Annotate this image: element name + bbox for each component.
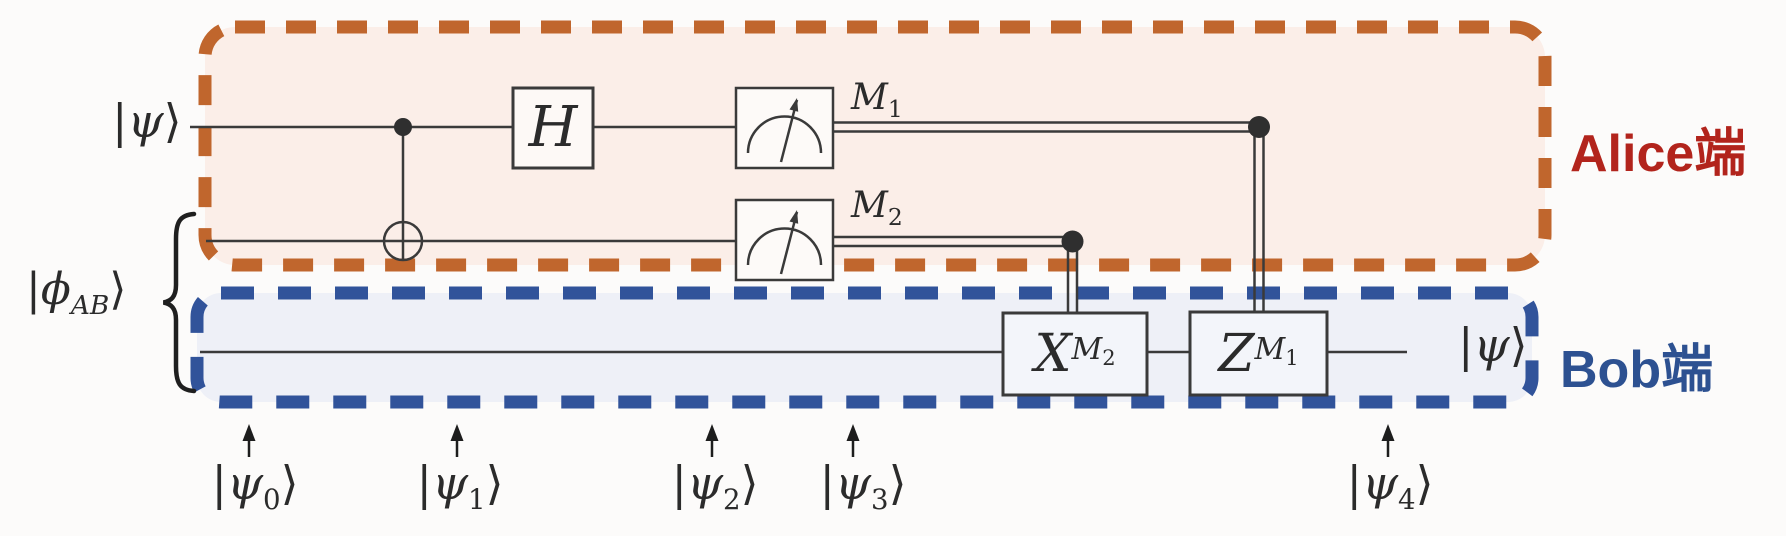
z-gate-base: Z bbox=[1218, 323, 1255, 384]
quantum-wires bbox=[190, 125, 1407, 354]
m2-meter-needle-tip bbox=[789, 210, 799, 224]
m1-meter-needle-tip bbox=[789, 98, 799, 112]
arrow-psi3-head bbox=[846, 424, 860, 441]
m1-result-label: M1 bbox=[851, 77, 903, 121]
arrow-psi4-head bbox=[1381, 424, 1395, 441]
z-gate-exponent-sub: 1 bbox=[1285, 345, 1299, 370]
bob-region-box bbox=[190, 286, 1539, 409]
m2-meter-arc bbox=[746, 227, 823, 266]
output-state-label: |ψ⟩ bbox=[1458, 322, 1528, 368]
arrow-psi1-head bbox=[450, 424, 464, 441]
z-gate-exponent: M bbox=[1254, 331, 1286, 367]
hadamard-gate-box bbox=[511, 86, 595, 170]
m2-result-label: M2 bbox=[851, 185, 903, 229]
m1-subscript: 1 bbox=[887, 95, 903, 124]
alice-region-box bbox=[198, 20, 1552, 272]
x-gate-exponent-sub: 2 bbox=[1102, 346, 1116, 370]
measurement-m1 bbox=[734, 86, 835, 170]
m2-meter-box bbox=[734, 198, 835, 282]
entangled-state-symbol: ϕ bbox=[40, 264, 71, 315]
m2-symbol: M bbox=[851, 185, 888, 226]
hadamard-letter: H bbox=[528, 95, 578, 160]
m1-symbol: M bbox=[851, 77, 888, 118]
cnot-gate bbox=[382, 118, 424, 262]
m1-meter-box bbox=[734, 86, 835, 170]
m2-subscript: 2 bbox=[887, 203, 903, 232]
m1-control-dot bbox=[1248, 116, 1270, 138]
timeline-state-psi2: |ψ2⟩ bbox=[671, 456, 759, 517]
timeline-state-psi3: |ψ3⟩ bbox=[819, 456, 907, 517]
classical-wires bbox=[833, 121, 1265, 313]
input-state-bracket: ⟩ bbox=[163, 94, 182, 148]
entangled-state-subscript: AB bbox=[70, 289, 110, 321]
timeline-arrows bbox=[242, 424, 1395, 457]
alice-region-label: Alice端 bbox=[1570, 125, 1747, 183]
bob-region-label: Bob端 bbox=[1560, 341, 1714, 399]
x-gate-label: X M2 bbox=[1003, 313, 1147, 395]
output-state-bracket: ⟩ bbox=[1509, 318, 1528, 372]
output-state-bar: | bbox=[1458, 318, 1474, 372]
z-gate-box bbox=[1188, 310, 1329, 397]
output-state-symbol: ψ bbox=[1473, 318, 1510, 372]
timeline-state-psi4: |ψ4⟩ bbox=[1346, 456, 1434, 517]
hadamard-gate-label: H bbox=[513, 88, 593, 168]
arrow-psi2-head bbox=[705, 424, 719, 441]
arrow-psi0-head bbox=[242, 424, 256, 441]
m2-control-dot bbox=[1061, 230, 1084, 253]
entangled-pair-brace bbox=[162, 211, 197, 394]
entangled-state-label: |ϕAB⟩ bbox=[26, 268, 126, 319]
x-gate-exponent: M bbox=[1071, 332, 1103, 367]
x-gate-box bbox=[1001, 311, 1149, 397]
x-gate-base: X bbox=[1034, 324, 1072, 384]
input-state-label: |ψ⟩ bbox=[112, 98, 182, 144]
timeline-state-psi0: |ψ0⟩ bbox=[211, 456, 299, 517]
input-state-symbol: ψ bbox=[127, 94, 164, 148]
timeline-state-psi1: |ψ1⟩ bbox=[416, 456, 504, 517]
z-gate-label: Z M1 bbox=[1190, 312, 1327, 395]
m1-meter-arc bbox=[746, 115, 823, 154]
input-state-bar: | bbox=[112, 94, 128, 148]
entangled-state-bar: | bbox=[26, 264, 41, 315]
measurement-m2 bbox=[734, 198, 835, 282]
cnot-target-circle bbox=[382, 220, 424, 262]
entangled-state-bracket: ⟩ bbox=[109, 264, 127, 315]
cnot-control-dot bbox=[394, 118, 412, 136]
